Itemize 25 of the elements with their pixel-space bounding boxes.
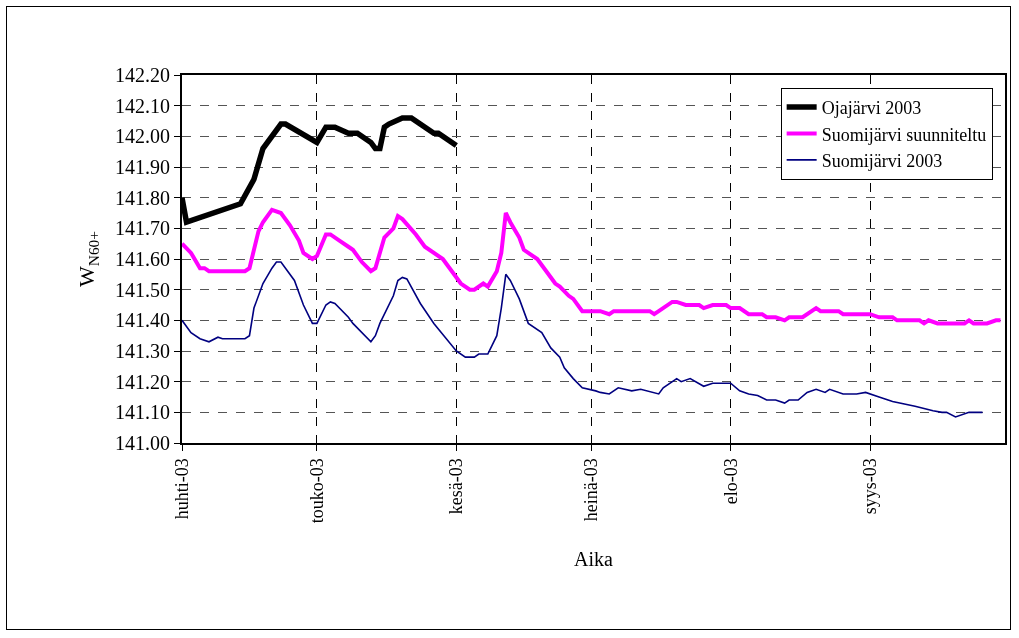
line-series	[182, 261, 984, 418]
x-tick-label: elo-03	[720, 458, 741, 505]
legend-label: Ojajärvi 2003	[821, 98, 922, 119]
x-tick-label: heinä-03	[581, 458, 602, 522]
y-tick-label: 141.60	[115, 248, 170, 270]
y-tick-label: 142.20	[115, 64, 170, 86]
y-tick-label: 141.50	[115, 278, 170, 301]
x-tick-label: huhti-03	[171, 458, 192, 520]
y-tick-label: 141.90	[115, 156, 170, 178]
x-axis-title: Aika	[574, 548, 614, 571]
y-tick-label: 141.10	[115, 401, 170, 424]
y-tick-label: 142.10	[115, 94, 170, 117]
y-tick-label: 141.80	[115, 186, 170, 209]
y-tick-label: 141.70	[115, 217, 170, 240]
line-series	[182, 207, 1003, 326]
x-tick-label: kesä-03	[446, 458, 467, 515]
legend-label: Suomijärvi 2003	[821, 150, 943, 171]
y-tick-label: 141.30	[115, 340, 170, 362]
x-tick-label: touko-03	[306, 458, 327, 524]
y-tick-label: 142.00	[115, 125, 170, 148]
y-tick-label: 141.00	[115, 432, 170, 454]
y-tick-label: 141.40	[115, 309, 170, 332]
y-tick-label: 141.20	[115, 370, 170, 393]
x-tick-label: syys-03	[859, 458, 880, 515]
legend-label: Suomijärvi suunniteltu	[821, 124, 987, 145]
